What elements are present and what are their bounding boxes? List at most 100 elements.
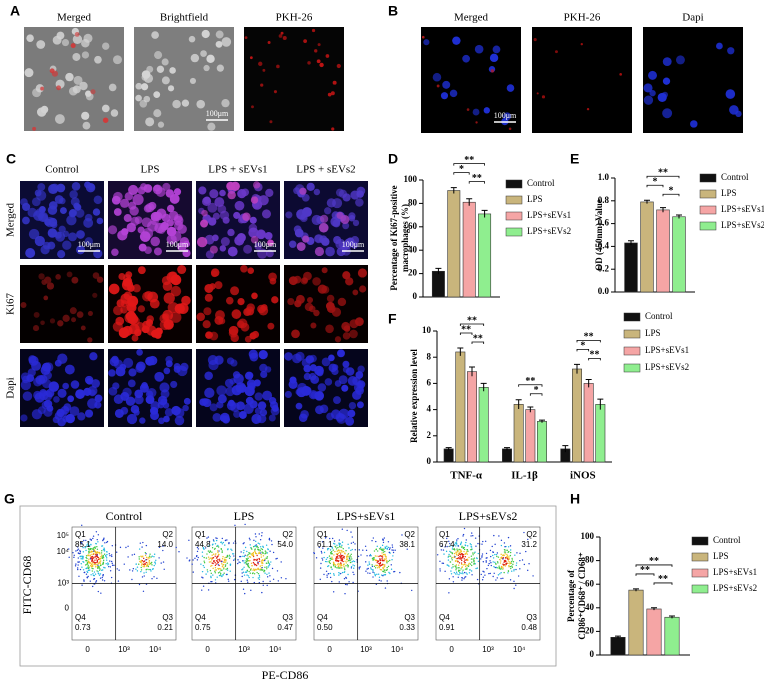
panel-label: H bbox=[570, 491, 580, 507]
bar bbox=[431, 270, 445, 298]
cell bbox=[162, 182, 171, 191]
significance-bracket bbox=[635, 573, 655, 576]
event-dot bbox=[376, 550, 379, 552]
event-dot bbox=[99, 577, 102, 579]
event-dot bbox=[344, 592, 346, 595]
event-dot bbox=[460, 550, 463, 553]
event-dot bbox=[249, 559, 251, 562]
legend-label: Control bbox=[645, 311, 673, 321]
cell bbox=[306, 182, 315, 192]
event-dot bbox=[461, 566, 463, 569]
event-dot bbox=[253, 558, 255, 561]
event-dot bbox=[517, 575, 520, 577]
event-dot bbox=[201, 551, 204, 553]
event-dot bbox=[251, 554, 253, 557]
event-dot bbox=[94, 556, 96, 558]
significance-bracket bbox=[635, 564, 673, 567]
event-dot bbox=[450, 570, 452, 572]
significance-label: * bbox=[534, 385, 539, 396]
event-dot bbox=[88, 552, 90, 554]
cell bbox=[349, 319, 359, 329]
cell bbox=[67, 395, 75, 403]
cell bbox=[69, 406, 80, 417]
event-dot bbox=[519, 552, 521, 555]
event-dot bbox=[329, 576, 332, 579]
bar bbox=[646, 608, 662, 656]
event-dot bbox=[150, 556, 152, 558]
event-dot bbox=[473, 557, 476, 559]
legend-swatch bbox=[623, 312, 641, 322]
cell bbox=[326, 198, 336, 208]
cell bbox=[319, 214, 329, 224]
event-dot bbox=[220, 548, 222, 550]
bar bbox=[610, 636, 626, 656]
event-dot bbox=[203, 560, 205, 562]
significance-bracket bbox=[453, 172, 470, 175]
event-dot bbox=[456, 573, 458, 575]
event-dot bbox=[449, 550, 451, 553]
event-dot bbox=[267, 562, 270, 564]
event-dot bbox=[496, 561, 499, 563]
event-dot bbox=[383, 537, 386, 539]
event-dot bbox=[111, 555, 113, 558]
event-dot bbox=[454, 556, 456, 558]
event-dot bbox=[406, 548, 408, 550]
event-dot bbox=[256, 545, 259, 548]
event-dot bbox=[210, 559, 213, 561]
cell bbox=[319, 404, 329, 414]
event-dot bbox=[507, 572, 509, 574]
event-dot bbox=[162, 549, 164, 552]
significance-bracket bbox=[653, 582, 673, 585]
event-dot bbox=[268, 537, 271, 540]
cell bbox=[167, 85, 175, 92]
event-dot bbox=[500, 566, 503, 569]
event-dot bbox=[382, 541, 385, 544]
cell bbox=[113, 305, 123, 316]
cell bbox=[146, 325, 157, 336]
event-dot bbox=[473, 552, 475, 554]
cell bbox=[33, 311, 40, 318]
event-dot bbox=[458, 570, 460, 573]
event-dot bbox=[196, 550, 199, 553]
event-dot bbox=[331, 537, 334, 540]
significance-label: ** bbox=[584, 332, 594, 343]
event-dot bbox=[506, 557, 508, 560]
event-dot bbox=[319, 567, 322, 569]
event-dot bbox=[500, 568, 502, 570]
event-dot bbox=[226, 556, 229, 558]
event-dot bbox=[233, 555, 235, 557]
event-dot bbox=[448, 553, 450, 556]
event-dot bbox=[255, 544, 257, 546]
event-dot bbox=[452, 556, 454, 559]
event-dot bbox=[142, 565, 144, 568]
event-dot bbox=[375, 540, 377, 543]
significance-bracket bbox=[471, 341, 485, 345]
cell bbox=[690, 120, 698, 128]
event-dot bbox=[154, 563, 157, 565]
cell bbox=[332, 80, 337, 85]
event-dot bbox=[87, 575, 89, 578]
error-bar bbox=[435, 267, 442, 275]
cell bbox=[177, 365, 188, 377]
event-dot bbox=[500, 539, 503, 542]
cell bbox=[226, 357, 235, 365]
event-dot bbox=[484, 540, 487, 542]
event-dot bbox=[97, 563, 100, 565]
cell bbox=[54, 195, 64, 204]
cell bbox=[147, 291, 159, 303]
event-dot bbox=[223, 561, 225, 563]
event-dot bbox=[91, 553, 93, 556]
event-dot bbox=[461, 559, 463, 562]
event-dot bbox=[101, 579, 104, 581]
event-dot bbox=[219, 568, 222, 570]
event-dot bbox=[401, 534, 403, 536]
cell bbox=[662, 57, 672, 67]
cell bbox=[111, 195, 121, 205]
cell bbox=[214, 355, 224, 365]
cell bbox=[131, 334, 139, 342]
cell bbox=[69, 190, 78, 199]
event-dot bbox=[324, 537, 327, 539]
cell bbox=[84, 375, 94, 385]
event-dot bbox=[505, 562, 508, 565]
scale-bar-label: 100μm bbox=[342, 240, 365, 249]
